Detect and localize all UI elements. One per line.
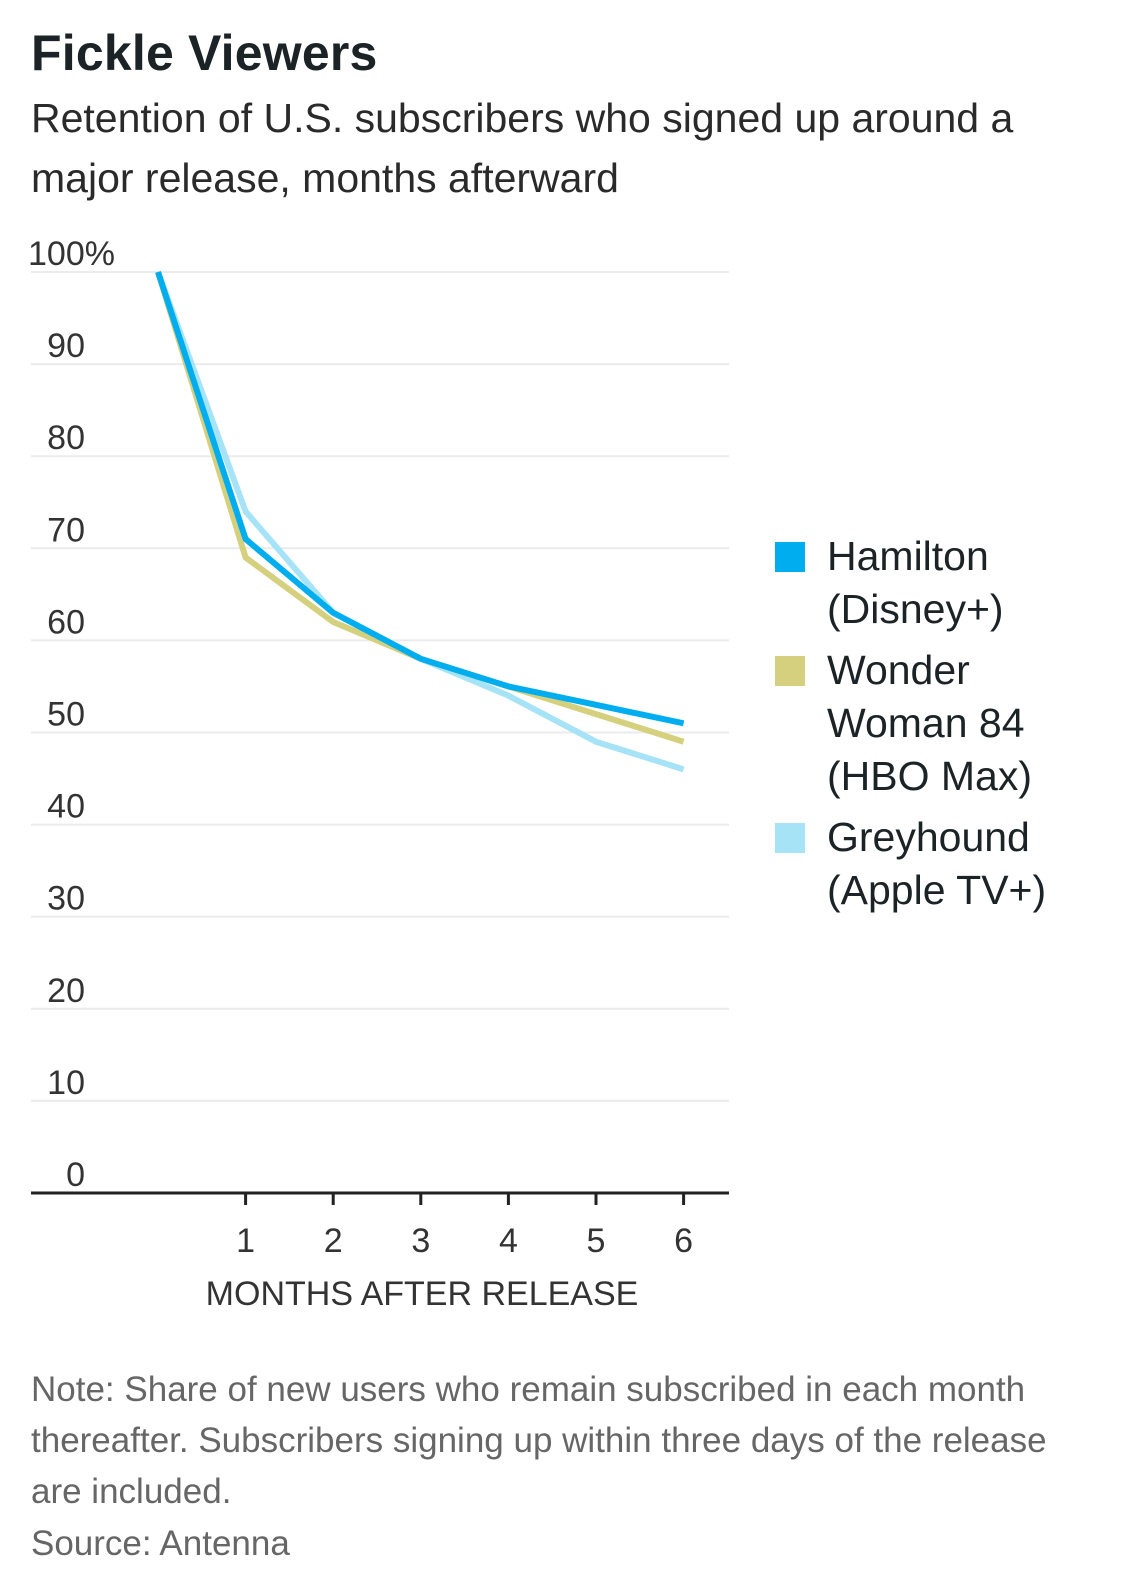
y-tick-label: 50 xyxy=(47,696,85,734)
x-tick-label: 5 xyxy=(587,1222,606,1260)
y-tick-label: 0 xyxy=(66,1156,85,1194)
series-line-0 xyxy=(155,271,685,727)
chart-source: Source: Antenna xyxy=(31,1524,290,1563)
series-lines xyxy=(155,270,685,773)
legend-label-line: (Apple TV+) xyxy=(827,867,1047,913)
legend-item-1: Wonder Woman 84 (HBO Max) xyxy=(775,644,1115,803)
legend-item-2: Greyhound (Apple TV+) xyxy=(775,811,1115,917)
x-tick-label: 3 xyxy=(411,1222,430,1260)
legend-label-line: Hamilton xyxy=(827,533,989,579)
y-tick-label: 60 xyxy=(47,603,85,641)
y-tick-label: 10 xyxy=(47,1064,85,1102)
chart-note: Note: Share of new users who remain subs… xyxy=(31,1370,1047,1511)
x-tick-label: 4 xyxy=(499,1222,518,1260)
y-tick-label: 40 xyxy=(47,788,85,826)
legend-swatch xyxy=(775,542,805,572)
legend-label-line: Wonder xyxy=(827,647,970,693)
legend-label-line: (HBO Max) xyxy=(827,753,1032,799)
x-tick-label: 2 xyxy=(324,1222,343,1260)
y-axis-ticks: 0 10 20 30 40 50 60 70 80 90 100% xyxy=(28,235,115,1194)
y-tick-label: 70 xyxy=(47,511,85,549)
legend-label-line: Woman 84 xyxy=(827,700,1025,746)
y-tick-label: 100% xyxy=(28,235,115,273)
line-chart: 0 10 20 30 40 50 60 70 80 90 100% 1 2 3 4 5 6 MONTHS AF… xyxy=(28,235,729,1313)
x-tick-label: 6 xyxy=(674,1222,693,1260)
y-tick-label: 20 xyxy=(47,972,85,1010)
chart-subtitle: Retention of U.S. subscribers who signed… xyxy=(31,95,1014,201)
y-tick-label: 80 xyxy=(47,419,85,457)
x-tick-label: 1 xyxy=(236,1222,255,1260)
legend-label-line: (Disney+) xyxy=(827,586,1004,632)
y-tick-label: 90 xyxy=(47,327,85,365)
x-axis-ticks: 1 2 3 4 5 6 xyxy=(236,1193,693,1260)
legend-swatch xyxy=(775,656,805,686)
legend-label-line: Greyhound xyxy=(827,814,1030,860)
chart-title: Fickle Viewers xyxy=(31,25,378,81)
gridlines xyxy=(31,271,729,1102)
legend-swatch xyxy=(775,823,805,853)
legend-item-0: Hamilton (Disney+) xyxy=(775,530,1115,636)
y-tick-label: 30 xyxy=(47,880,85,918)
legend: Hamilton (Disney+) Wonder Woman 84 (HBO Max)… xyxy=(775,530,1115,925)
x-axis-label: MONTHS AFTER RELEASE xyxy=(206,1275,639,1313)
